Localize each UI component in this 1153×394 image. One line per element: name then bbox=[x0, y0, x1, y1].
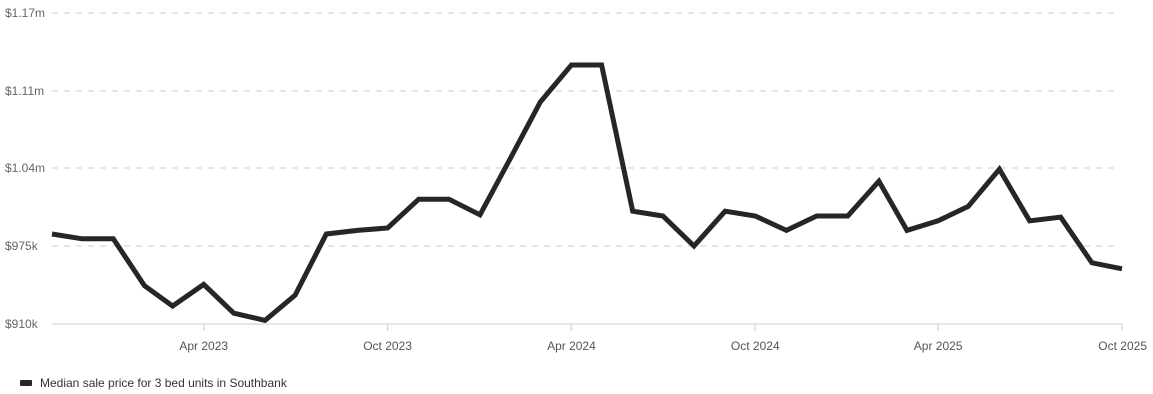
series-line bbox=[51, 62, 1123, 324]
line-chart: $1.17m $1.11m $1.04m $975k $910k Apr 2023 Oct… bbox=[5, 6, 1147, 353]
y-axis-ticks: $1.17m $1.11m $1.04m $975k $910k bbox=[5, 6, 45, 331]
y-tick-label: $1.04m bbox=[5, 161, 45, 175]
x-axis-ticks: Apr 2023 Oct 2023 Apr 2024 Oct 2024 Apr 2025… bbox=[179, 324, 1147, 353]
x-tick-label: Oct 2024 bbox=[731, 339, 780, 353]
x-tick-label: Apr 2023 bbox=[179, 339, 228, 353]
series-lines bbox=[51, 62, 1123, 324]
y-tick-label: $910k bbox=[5, 317, 39, 331]
y-tick-label: $1.17m bbox=[5, 6, 45, 20]
legend-label: Median sale price for 3 bed units in Sou… bbox=[40, 376, 287, 390]
x-tick-label: Oct 2025 bbox=[1098, 339, 1147, 353]
legend: Median sale price for 3 bed units in Sou… bbox=[20, 376, 287, 390]
x-tick-label: Apr 2024 bbox=[547, 339, 596, 353]
y-tick-label: $975k bbox=[5, 239, 39, 253]
gridlines bbox=[52, 12, 1116, 247]
y-tick-label: $1.11m bbox=[5, 84, 44, 98]
x-tick-label: Apr 2025 bbox=[914, 339, 963, 353]
legend-swatch bbox=[20, 380, 32, 386]
x-tick-label: Oct 2023 bbox=[363, 339, 412, 353]
